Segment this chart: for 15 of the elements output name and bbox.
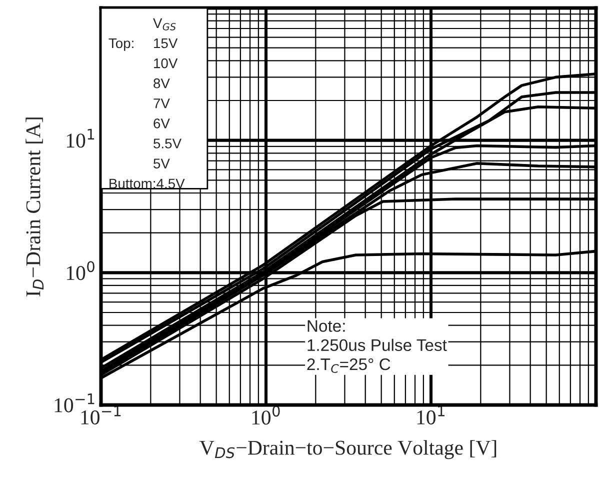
y-tick-label: 10$^{0}$ [66,261,94,280]
annotation: 6V [154,118,170,128]
y-axis-title: I$_{D}$−Drain Current [A] [26,118,44,296]
annotation: V$_{GS}$ [153,18,176,30]
annotation: Top: [108,38,134,51]
annotation: 8V [154,78,170,88]
annotation: Buttom:4.5V [110,178,185,189]
annotation: Note: 1.250us Pulse Test 2.T$_{C}$=25° C [307,320,447,373]
annotation: 7V [154,98,170,108]
annotation: 15V [154,38,178,48]
annotation: 5V [154,158,170,168]
y-tick-label: 10$^{1}$ [66,128,94,148]
x-axis-title: V$_{DS}$−Drain−to−Source Voltage [V] [200,440,496,460]
annotation: 5.5V [154,138,182,148]
annotation: 10V [154,58,178,68]
